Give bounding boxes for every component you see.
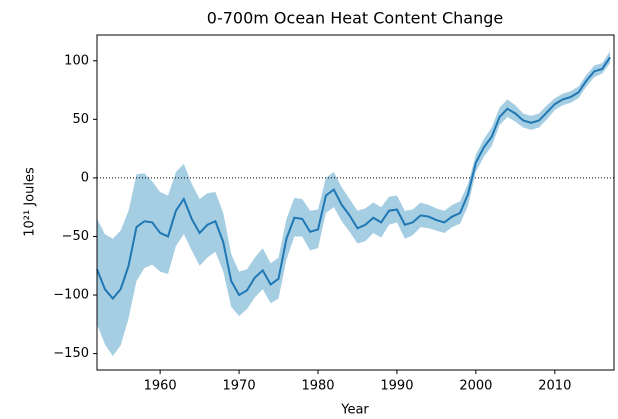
x-tick-label: 1980 [301, 379, 334, 394]
chart-title: 0-700m Ocean Heat Content Change [207, 9, 503, 28]
y-tick-label: 100 [64, 53, 89, 68]
y-axis-label: 10²¹ Joules [23, 167, 38, 237]
x-tick-label: 1970 [223, 379, 256, 394]
y-tick-label: 0 [81, 170, 89, 185]
plot-frame [96, 34, 615, 371]
x-tick-label: 2010 [538, 379, 571, 394]
x-tick-label: 2000 [459, 379, 492, 394]
uncertainty-band [97, 51, 611, 356]
x-axis-label: Year [340, 403, 369, 418]
x-tick-label: 1990 [380, 379, 413, 394]
data-line [96, 56, 611, 301]
y-tick-label: 50 [72, 112, 89, 127]
y-tick-label: −100 [53, 288, 89, 303]
y-tick-label: −50 [62, 229, 89, 244]
x-tick-label: 1960 [144, 379, 177, 394]
y-tick-label: −150 [53, 346, 89, 361]
